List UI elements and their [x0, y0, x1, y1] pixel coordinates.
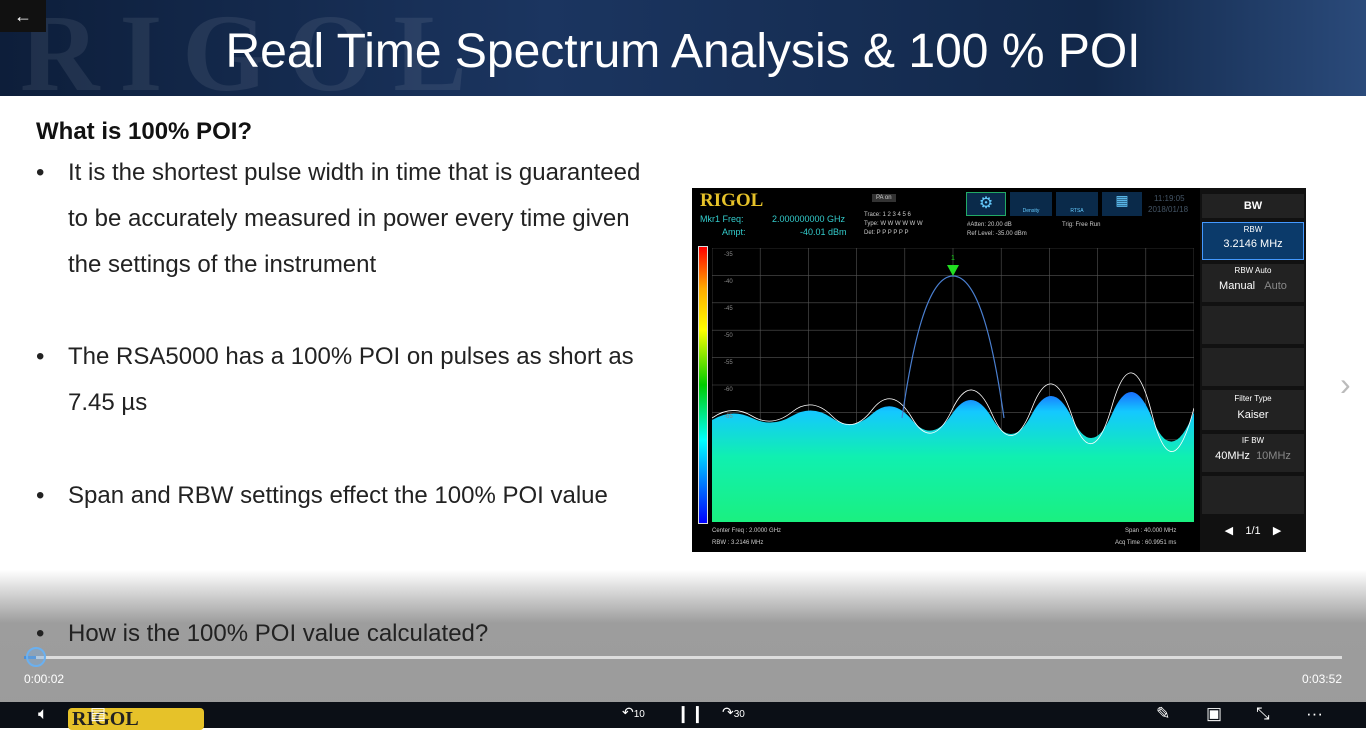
player-control-bar: RIGOL 🔈︎ ▤ ↶10 ❙❙ ↷30 ✎ ▣ ⤡ ··· [0, 702, 1366, 730]
marker-label: 1 [951, 255, 955, 262]
slide-banner [0, 0, 1366, 96]
filter-label: Filter Type [1234, 394, 1272, 403]
next-slide-chevron-icon[interactable]: › [1340, 366, 1351, 402]
manual-option: Manual [1219, 280, 1256, 292]
elapsed-time: 0:00:02 [24, 672, 65, 686]
det-info: Det: P P P P P P [864, 230, 909, 236]
exit-fullscreen-icon[interactable]: ⤡ [1256, 704, 1270, 723]
volume-icon[interactable]: 🔈︎ [38, 704, 49, 723]
analyzer-screenshot: RIGOL PA on Mkr1 Freq: 2.000000000 GHz A… [692, 188, 1306, 552]
auto-option: Auto [1264, 280, 1287, 292]
slide-title: Real Time Spectrum Analysis & 100 % POI [225, 25, 1141, 78]
captions-icon[interactable]: ▤ [90, 704, 107, 723]
ifbw-label: IF BW [1241, 436, 1265, 445]
rbw-label: RBW [1243, 225, 1263, 234]
player-overlay [0, 570, 1366, 702]
settings-gear-icon: ⚙ [966, 192, 1006, 216]
rbw-readout: RBW : 3.2146 MHz [712, 540, 764, 546]
ifbw-softkey: IF BW 40MHz 10MHz [1202, 434, 1304, 472]
menu-title: BW [1202, 194, 1304, 218]
more-options-icon[interactable]: ··· [1306, 704, 1323, 723]
empty-softkey [1202, 476, 1304, 514]
density-mode-icon: Density [1010, 192, 1052, 216]
filter-value: Kaiser [1237, 409, 1269, 421]
acq-time: Acq Time : 60.9951 ms [1115, 540, 1177, 546]
ampt-value: -40.01 dBm [800, 227, 847, 237]
ref-level: Ref Level: -35.00 dBm [967, 231, 1027, 237]
rigol-watermark: RIGOL [20, 0, 487, 114]
page-number: 1/1 [1245, 525, 1261, 537]
filter-softkey: Filter Type Kaiser [1202, 390, 1304, 430]
back-button[interactable]: ← [0, 0, 46, 32]
mini-view-icon[interactable]: ▣ [1206, 704, 1223, 723]
y-tick-label: -55 [724, 360, 733, 366]
rbw-value: 3.2146 MHz [1223, 238, 1283, 250]
rbw-softkey: RBW 3.2146 MHz [1202, 222, 1304, 260]
empty-softkey [1202, 306, 1304, 344]
marker-1-icon [947, 265, 959, 276]
skip-back-seconds: 10 [633, 709, 645, 720]
center-freq: Center Freq : 2.0000 GHz [712, 528, 782, 534]
mkr-label: Mkr1 Freq: [700, 214, 744, 224]
y-tick-label: -45 [724, 306, 733, 312]
ampt-label: Ampt: [722, 227, 746, 237]
page-indicator: ◀ 1/1 ▶ [1224, 525, 1282, 537]
trace-info: Trace: 1 2 3 4 5 6 [864, 212, 911, 218]
pause-icon[interactable]: ❙❙ [676, 704, 705, 723]
ifbw-40: 40MHz [1215, 450, 1250, 462]
y-tick-label: -50 [724, 333, 733, 339]
y-tick-label: -60 [724, 387, 733, 393]
seek-thumb[interactable] [25, 647, 46, 667]
pa-status: PA on [872, 194, 896, 202]
clock-date: 2018/01/18 [1148, 205, 1189, 214]
y-tick-label: -65 [724, 414, 733, 420]
y-tick-label: -35 [724, 252, 733, 258]
type-info: Type: W W W W W W [864, 221, 923, 227]
rigol-logo: RIGOL [700, 190, 764, 211]
y-tick-label: -40 [724, 279, 733, 285]
spectrum-plot: 1 -35 -40 -45 -50 -55 -60 -65 [712, 248, 1194, 522]
rbw-auto-softkey: RBW Auto Manual Auto [1202, 264, 1304, 302]
skip-back-icon[interactable]: ↶10 [622, 704, 645, 720]
rigol-logo-peek: RIGOL [68, 708, 204, 730]
slide-question: What is 100% POI? [36, 118, 253, 145]
clock-time: 11:19:05 [1154, 194, 1185, 203]
seek-bar[interactable] [24, 656, 1342, 659]
layout-grid-icon: ▦ [1102, 192, 1142, 216]
skip-forward-icon[interactable]: ↷30 [722, 704, 745, 720]
total-time: 0:03:52 [1301, 672, 1342, 686]
bw-menu-panel: BW RBW 3.2146 MHz RBW Auto Manual Auto F… [1200, 188, 1306, 552]
pen-icon[interactable]: ✎ [1156, 704, 1171, 723]
atten-info: #Atten: 20.00 dB [967, 222, 1012, 228]
skip-fwd-seconds: 30 [733, 709, 745, 720]
empty-softkey [1202, 348, 1304, 386]
span-readout: Span : 40.000 MHz [1125, 528, 1177, 534]
trig-info: Trig: Free Run [1062, 222, 1101, 228]
mkr-value: 2.000000000 GHz [772, 214, 846, 224]
rbw-auto-label: RBW Auto [1234, 266, 1272, 275]
arrow-left-icon: ← [14, 5, 32, 26]
density-color-scale [698, 246, 708, 524]
rtsa-mode-icon: RTSA [1056, 192, 1098, 216]
ifbw-10: 10MHz [1256, 450, 1291, 462]
